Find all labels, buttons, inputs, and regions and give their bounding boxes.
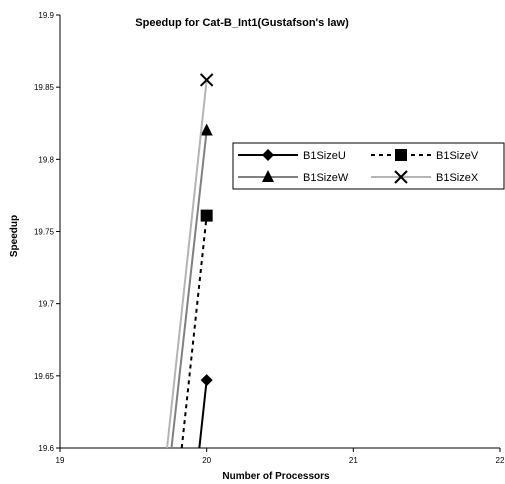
series-line: [166, 79, 208, 449]
series-line: [198, 380, 208, 449]
x-tick-label: 21: [349, 456, 358, 465]
x-tick-label: 22: [496, 456, 505, 465]
axes: [59, 15, 500, 449]
series-B1SizeX: [166, 73, 214, 449]
series-line: [180, 215, 208, 449]
y-tick-label: 19.7: [38, 300, 54, 309]
y-tick-label: 19.6: [38, 444, 54, 453]
legend-label: B1SizeW: [303, 172, 349, 184]
chart-title: Speedup for Cat-B_Int1(Gustafson's law): [135, 17, 349, 29]
legend-item-B1SizeV: B1SizeV: [371, 149, 479, 162]
y-tick-label: 19.9: [38, 11, 54, 20]
legend-label: B1SizeV: [436, 150, 479, 162]
marker-triangle: [262, 170, 274, 182]
marker-triangle: [200, 123, 213, 136]
y-tick-label: 19.8: [38, 155, 54, 164]
marker-square: [200, 209, 213, 222]
y-axis-label: Speedup: [9, 215, 20, 257]
y-tick-label: 19.85: [34, 83, 55, 92]
y-tick-label: 19.75: [34, 228, 55, 237]
legend-item-B1SizeW: B1SizeW: [238, 170, 349, 184]
y-ticks: 19.6 19.65 19.7 19.75 19.8 19.85 19.9: [34, 11, 60, 453]
legend-item-B1SizeU: B1SizeU: [238, 149, 346, 162]
x-tick-label: 20: [202, 456, 211, 465]
marker-x-stroke: [394, 170, 408, 184]
series-B1SizeV: [180, 209, 213, 449]
marker-diamond: [200, 374, 213, 387]
series-B1SizeU: [198, 374, 213, 449]
marker-square: [395, 149, 407, 161]
x-ticks: 19 20 21 22: [56, 448, 505, 465]
legend-label: B1SizeX: [436, 172, 479, 184]
marker-x: [394, 170, 408, 184]
legend-item-B1SizeX: B1SizeX: [371, 170, 479, 184]
plot-lines: [166, 73, 214, 449]
marker-x-stroke: [199, 73, 214, 87]
series-B1SizeW: [170, 123, 213, 449]
legend-box: [232, 142, 505, 190]
legend: B1SizeU B1SizeV B1SizeW B1SizeX: [232, 142, 505, 190]
x-axis-label: Number of Processors: [222, 471, 330, 482]
marker-x: [199, 73, 214, 87]
x-tick-label: 19: [56, 456, 65, 465]
y-tick-label: 19.65: [34, 372, 55, 381]
legend-label: B1SizeU: [303, 150, 346, 162]
marker-diamond: [262, 149, 274, 161]
series-line: [170, 130, 208, 449]
